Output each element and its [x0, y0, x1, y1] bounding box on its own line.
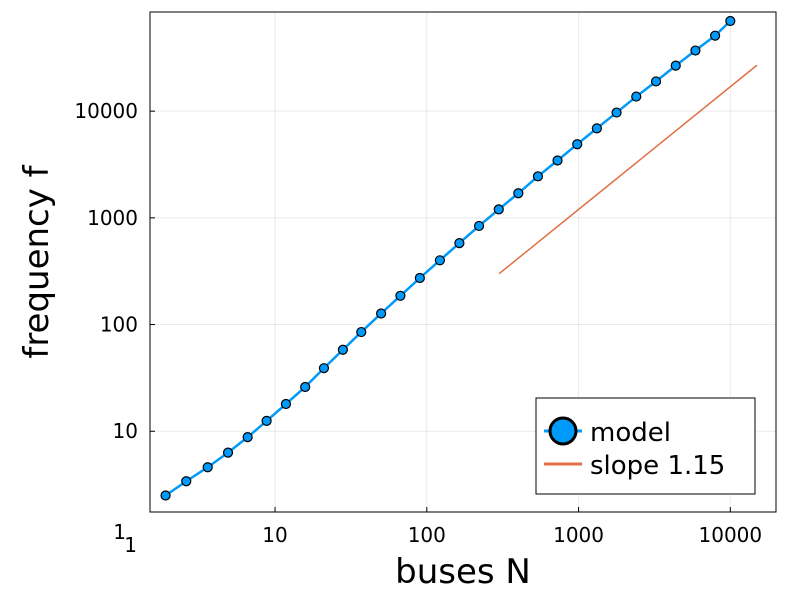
slope-reference-line [498, 64, 758, 275]
x-tick-label: 100 [408, 523, 446, 547]
x-tick-label: 10000 [699, 523, 763, 547]
model-point [572, 139, 583, 150]
model-point [532, 171, 544, 182]
model-point [414, 272, 425, 284]
legend-model-label: model [590, 418, 671, 448]
model-point [513, 188, 524, 199]
model-point [473, 220, 485, 232]
model-point [690, 45, 701, 56]
model-point [376, 308, 387, 319]
model-point [493, 204, 504, 215]
plot-frame [149, 11, 777, 513]
model-point [181, 476, 192, 487]
model-point [242, 432, 253, 443]
model-point [202, 462, 213, 473]
y-axis-title: frequency f [17, 164, 57, 358]
legend-slope-label: slope 1.15 [590, 451, 725, 481]
legend: model slope 1.15 [535, 397, 756, 495]
model-point [280, 398, 292, 410]
model-point [318, 363, 330, 374]
model-point [261, 415, 272, 426]
grid [150, 12, 776, 512]
legend-model-marker [548, 416, 578, 446]
y-tick-label: 10000 [74, 99, 138, 123]
model-point [356, 326, 367, 338]
y-tick-label: 10 [113, 419, 138, 443]
legend-box [535, 397, 756, 495]
y-tick-label: 100 [100, 313, 138, 337]
y-origin-label: 1 [124, 533, 137, 557]
model-point [552, 155, 563, 166]
axis-ticks: 10 100 1000 10000 10 100 1000 10000 [74, 99, 762, 547]
x-axis-title: buses N [395, 552, 531, 592]
model-point [222, 447, 234, 458]
model-point [160, 490, 171, 501]
y-tick-label: 1000 [87, 206, 138, 230]
model-point [631, 91, 642, 102]
model-point [670, 60, 681, 71]
model-point [337, 344, 348, 355]
model-point [611, 107, 622, 118]
model-point [591, 123, 602, 134]
model-point [395, 290, 406, 301]
model-point [454, 237, 465, 249]
model-point [725, 15, 736, 27]
x-tick-label: 1000 [553, 523, 604, 547]
model-point [710, 30, 721, 41]
plot-area [160, 15, 758, 501]
model-point [300, 381, 311, 393]
x-origin-label: 1 [113, 520, 126, 544]
model-point [650, 76, 662, 87]
model-point [434, 255, 446, 266]
x-tick-label: 10 [262, 523, 287, 547]
